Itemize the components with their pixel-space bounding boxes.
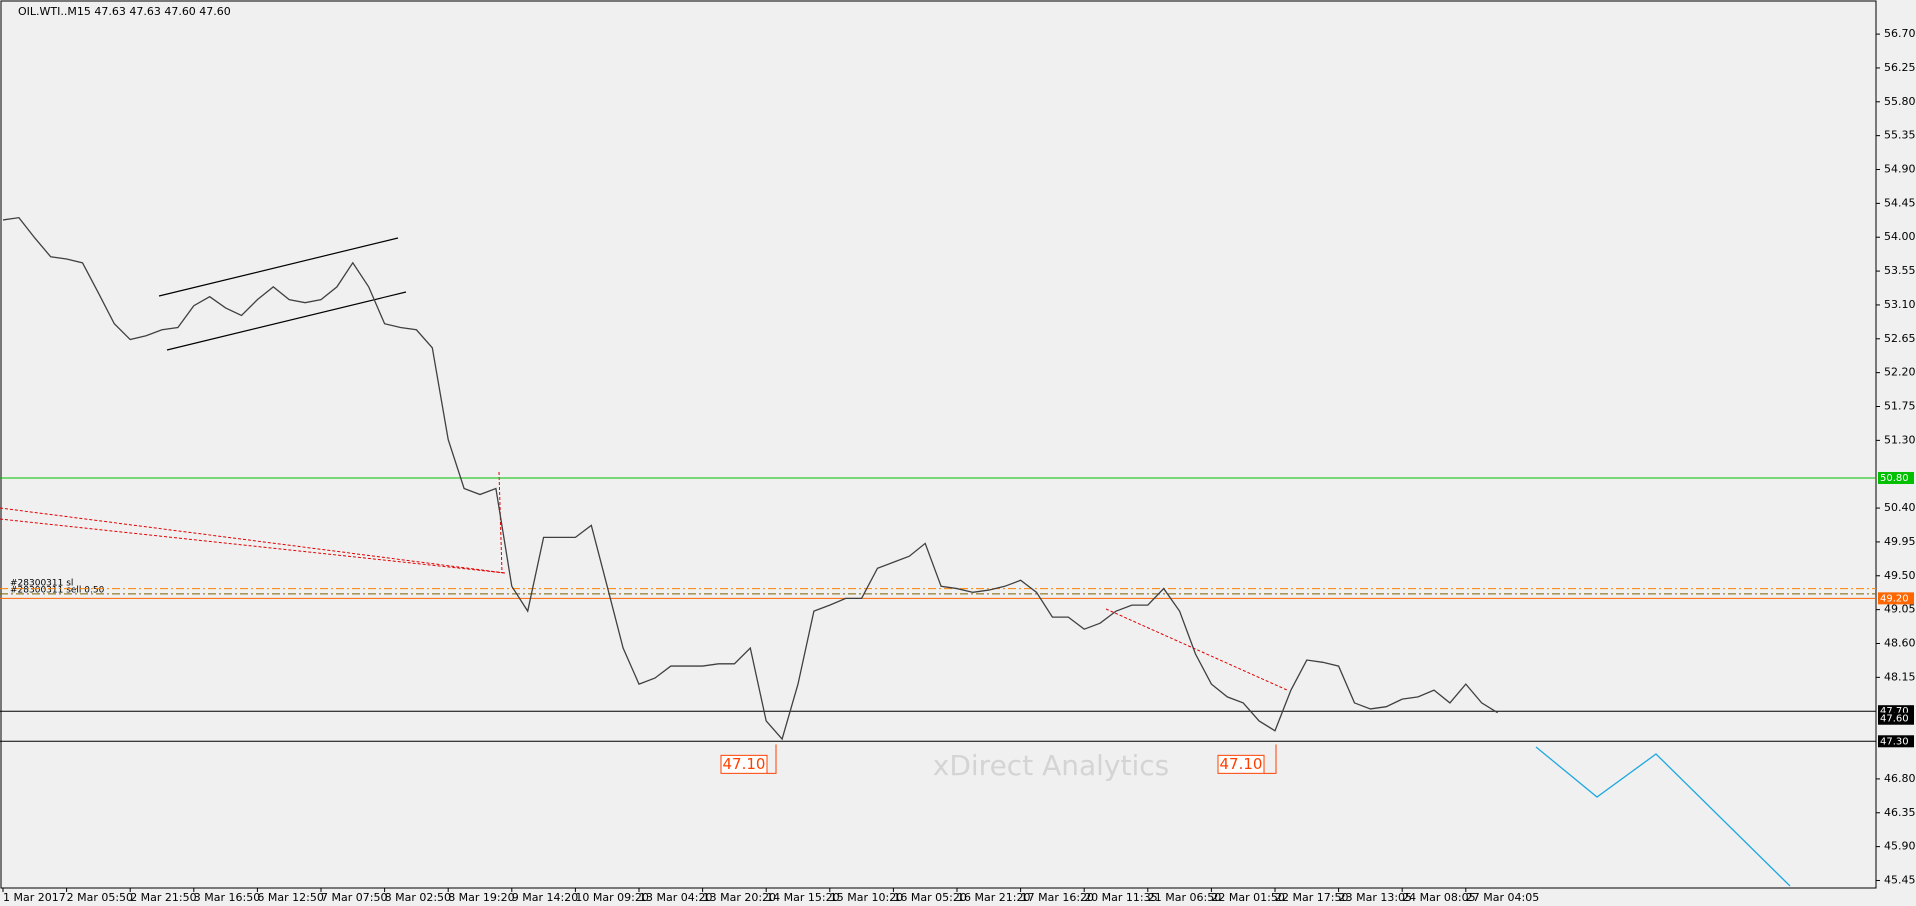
annotation-label: 47.10 xyxy=(1220,755,1263,773)
level-label: 50.80 xyxy=(1880,473,1909,484)
y-tick-label: 46.80 xyxy=(1884,772,1916,785)
x-tick-label: 10 Mar 09:20 xyxy=(575,891,648,904)
x-tick-label: 23 Mar 13:05 xyxy=(1339,891,1412,904)
annotation-box xyxy=(1217,754,1265,774)
y-tick-label: 54.90 xyxy=(1884,163,1916,176)
y-tick-label: 51.75 xyxy=(1884,400,1916,413)
y-tick-label: 56.25 xyxy=(1884,61,1916,74)
y-tick-label: 55.35 xyxy=(1884,129,1916,142)
current-price-label: 47.60 xyxy=(1880,714,1909,725)
channel-upper xyxy=(158,237,399,297)
y-tick-label: 45.90 xyxy=(1884,840,1916,853)
level-label: 49.20 xyxy=(1880,593,1909,604)
level-label: 47.30 xyxy=(1880,736,1909,747)
x-tick-label: 13 Mar 04:20 xyxy=(639,891,712,904)
x-tick-label: 3 Mar 16:50 xyxy=(194,891,260,904)
x-tick-label: 2 Mar 05:50 xyxy=(67,891,133,904)
x-tick-label: 22 Mar 17:50 xyxy=(1275,891,1348,904)
x-tick-label: 1 Mar 2017 xyxy=(3,891,66,904)
level-box xyxy=(1878,471,1914,484)
annotation-leader xyxy=(1264,744,1277,774)
x-tick-label: 16 Mar 21:20 xyxy=(957,891,1030,904)
x-tick-label: 7 Mar 07:50 xyxy=(321,891,387,904)
level-box xyxy=(1878,592,1914,605)
x-tick-label: 17 Mar 16:20 xyxy=(1021,891,1094,904)
x-tick-label: 21 Mar 06:50 xyxy=(1148,891,1221,904)
y-tick-label: 53.10 xyxy=(1884,298,1916,311)
x-tick-label: 8 Mar 02:50 xyxy=(385,891,451,904)
y-tick-label: 49.95 xyxy=(1884,535,1916,548)
order-text: #28300311 sell 0.50 xyxy=(10,586,105,596)
x-tick-label: 9 Mar 14:20 xyxy=(512,891,578,904)
watermark: xDirect Analytics xyxy=(933,749,1169,782)
x-tick-label: 16 Mar 05:20 xyxy=(893,891,966,904)
y-tick-label: 49.50 xyxy=(1884,569,1916,582)
annotation-label: 47.10 xyxy=(723,755,766,773)
forecast-path xyxy=(1535,746,1791,887)
x-tick-label: 24 Mar 08:05 xyxy=(1402,891,1475,904)
y-tick-label: 51.30 xyxy=(1884,433,1916,446)
level-box xyxy=(1878,735,1914,748)
y-tick-label: 56.70 xyxy=(1884,27,1916,40)
x-tick-label: 6 Mar 12:50 xyxy=(257,891,323,904)
y-tick-label: 48.60 xyxy=(1884,636,1916,649)
y-tick-label: 46.35 xyxy=(1884,806,1916,819)
y-tick-label: 49.05 xyxy=(1884,603,1916,616)
x-tick-label: 15 Mar 10:20 xyxy=(830,891,903,904)
y-tick-label: 54.45 xyxy=(1884,196,1916,209)
y-tick-label: 53.55 xyxy=(1884,264,1916,277)
y-tick-label: 54.00 xyxy=(1884,230,1916,243)
y-tick-label: 55.80 xyxy=(1884,95,1916,108)
x-tick-label: 2 Mar 21:50 xyxy=(130,891,196,904)
order-line xyxy=(498,471,503,574)
y-tick-label: 48.15 xyxy=(1884,670,1916,683)
y-tick-label: 50.40 xyxy=(1884,501,1916,514)
y-tick-label: 45.45 xyxy=(1884,873,1916,886)
annotation-box xyxy=(720,754,768,774)
x-tick-label: 13 Mar 20:20 xyxy=(703,891,776,904)
annotation-leader xyxy=(767,744,777,774)
price-line xyxy=(2,216,1498,741)
chart-title: OIL.WTI..M15 47.63 47.63 47.60 47.60 xyxy=(18,5,231,18)
level-label: 47.70 xyxy=(1880,706,1909,717)
plot-frame xyxy=(0,0,1877,889)
order-line xyxy=(1105,608,1288,691)
y-tick-label: 52.20 xyxy=(1884,366,1916,379)
x-tick-label: 27 Mar 04:05 xyxy=(1466,891,1539,904)
channel-lower xyxy=(166,291,407,351)
x-tick-label: 14 Mar 15:20 xyxy=(766,891,839,904)
x-tick-label: 8 Mar 19:20 xyxy=(448,891,514,904)
order-text: #28300311 sl xyxy=(10,579,73,589)
x-tick-label: 20 Mar 11:35 xyxy=(1084,891,1157,904)
current-price-box xyxy=(1878,712,1914,725)
x-tick-label: 22 Mar 01:50 xyxy=(1211,891,1284,904)
y-tick-label: 52.65 xyxy=(1884,332,1916,345)
